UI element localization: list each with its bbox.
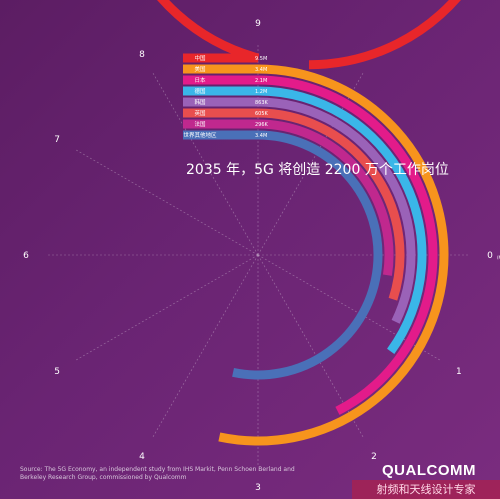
bar-6 [183, 119, 394, 276]
bar-1 [183, 64, 449, 446]
value-label-7: 3.4M [255, 133, 267, 139]
tick-label-0: 0 [487, 251, 493, 261]
spoke-2 [257, 254, 365, 439]
bar-2 [183, 75, 438, 415]
category-label-1: 美国 [194, 65, 206, 73]
value-label-3: 1.2M [255, 89, 267, 95]
tick-label-9: 9 [255, 19, 261, 29]
tick-label-5: 5 [54, 367, 60, 377]
value-label-1: 3.4M [255, 67, 267, 73]
tick-label-6: 6 [23, 251, 29, 261]
spoke-4 [151, 254, 259, 439]
spoke-5 [74, 254, 259, 362]
value-label-6: 296K [255, 122, 269, 128]
chart-bars [157, 0, 461, 446]
category-label-2: 日本 [194, 76, 206, 84]
axis-unit-label: (MILLIONS) [497, 255, 500, 260]
tick-label-1: 1 [456, 367, 462, 377]
watermark: 射频和天线设计专家 [352, 480, 500, 499]
source-note: Source: The 5G Economy, an independent s… [20, 466, 295, 481]
tick-label-8: 8 [139, 50, 145, 60]
chart-title: 2035 年，5G 将创造 2200 万个工作岗位 [186, 162, 449, 178]
value-label-2: 2.1M [255, 78, 267, 84]
category-label-5: 英国 [194, 109, 206, 117]
category-label-7: 世界其他地区 [183, 131, 217, 139]
bar-4 [183, 97, 416, 324]
bar-7 [183, 130, 383, 380]
spoke-8 [151, 71, 259, 256]
bar-0 [157, 0, 461, 70]
tick-label-3: 3 [255, 483, 261, 493]
bar-5 [183, 108, 405, 301]
tick-label-7: 7 [54, 135, 60, 145]
category-label-6: 法国 [194, 120, 206, 128]
bar-3 [183, 86, 427, 355]
qualcomm-logo: QUALCOMM [382, 462, 476, 479]
value-label-4: 863K [255, 100, 269, 106]
category-label-0: 中国 [194, 54, 206, 62]
category-labels: 中国 9.5M 美国 3.4M 日本 2.1M 德国 1.2M 韩国 863K 英国 605K 法国 29… [183, 54, 268, 139]
spoke-7 [74, 148, 259, 256]
chart-spokes [46, 43, 470, 467]
value-label-0: 9.5M [255, 56, 267, 62]
tick-label-2: 2 [371, 452, 377, 462]
tick-label-4: 4 [139, 452, 145, 462]
value-label-5: 605K [255, 111, 269, 117]
category-label-4: 韩国 [194, 98, 206, 106]
category-label-3: 德国 [194, 87, 206, 95]
